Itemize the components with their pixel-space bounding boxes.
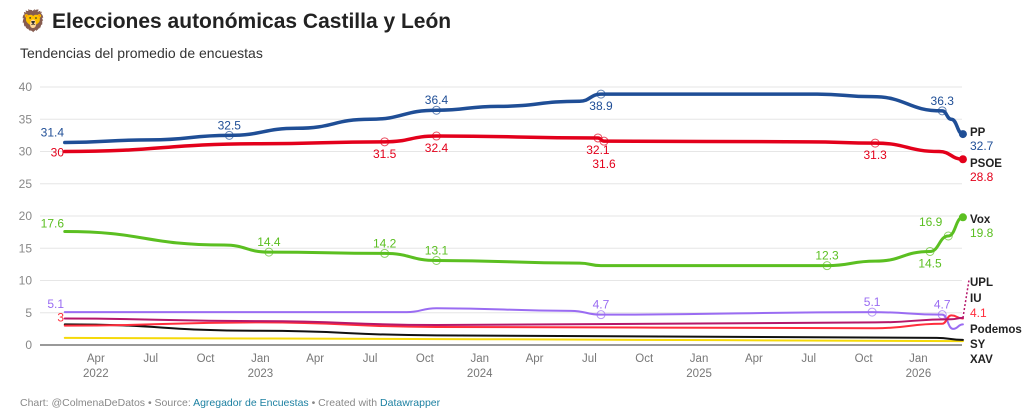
series-name-label: PSOE (970, 158, 1002, 170)
x-tick-year: 2022 (83, 368, 109, 380)
x-tick-year: 2024 (467, 368, 493, 380)
chart-title: 🦁 Elecciones autonómicas Castilla y León (20, 10, 452, 33)
series-line-xav (63, 336, 964, 343)
data-label: 32.1 (586, 143, 610, 157)
series-end-value: 28.8 (970, 170, 994, 184)
data-point-marker (596, 89, 606, 99)
series-end-value: 4.1 (970, 306, 987, 320)
x-tick-label: Apr (87, 353, 105, 365)
data-point-marker (870, 138, 880, 148)
data-point-marker (431, 256, 441, 266)
y-tick-label: 30 (19, 145, 33, 159)
x-tick-label: Jul (363, 353, 378, 365)
series-name-label: PP (970, 127, 986, 139)
x-tick-label: Jul (582, 353, 597, 365)
data-label: 17.6 (41, 216, 65, 230)
data-point-marker (264, 247, 274, 257)
series-end-dot (958, 155, 967, 164)
x-tick-label: Jan (690, 353, 709, 365)
y-tick-label: 0 (25, 338, 32, 352)
data-label: 32.5 (218, 118, 242, 132)
series-name-label: XAV (970, 354, 993, 366)
chart-subtitle: Tendencias del promedio de encuestas (20, 45, 263, 61)
series-end-dot (958, 213, 967, 222)
footer: Chart: @ColmenaDeDatos • Source: Agregad… (20, 397, 441, 409)
lion-icon: 🦁 (20, 10, 47, 33)
y-tick-label: 25 (19, 177, 33, 191)
y-tick-label: 15 (19, 241, 33, 255)
x-tick-year: 2023 (248, 368, 274, 380)
data-point-marker (925, 246, 935, 256)
data-point-marker (431, 105, 441, 115)
data-label: 16.9 (919, 215, 943, 229)
x-tick-label: Apr (745, 353, 763, 365)
series-line-upl (63, 316, 964, 327)
data-label: 30 (51, 146, 65, 160)
data-label: 3 (57, 311, 64, 325)
y-tick-label: 5 (25, 306, 32, 320)
series-name-label: IU (970, 293, 982, 305)
data-label: 14.2 (373, 236, 397, 250)
series-line-sy (63, 323, 964, 341)
data-label: 36.3 (931, 94, 955, 108)
data-point-marker (431, 131, 441, 141)
data-label: 12.3 (815, 249, 839, 263)
series-line-vox (63, 215, 965, 268)
data-label: 4.7 (934, 298, 951, 312)
series-name-label: Vox (970, 214, 991, 226)
data-label: 36.4 (425, 93, 449, 107)
data-label: 5.1 (864, 295, 881, 309)
data-label: 31.5 (373, 147, 397, 161)
series-end-value: 19.8 (970, 226, 994, 240)
series-dotted-end (962, 280, 970, 319)
series-line-pp (63, 92, 965, 145)
x-tick-year: 2025 (686, 368, 712, 380)
series-line-psoe (63, 134, 965, 161)
data-point-marker (224, 130, 234, 140)
data-label: 31.6 (592, 157, 616, 171)
y-tick-label: 10 (19, 274, 33, 288)
x-tick-label: Oct (197, 353, 216, 365)
series-name-label: SY (970, 339, 986, 351)
data-label: 5.1 (47, 297, 64, 311)
source-link[interactable]: Agregador de Encuestas (193, 397, 309, 409)
data-label: 13.1 (425, 244, 449, 258)
data-point-marker (380, 248, 390, 258)
x-tick-label: Apr (306, 353, 324, 365)
data-point-marker (596, 310, 606, 320)
data-label: 32.4 (425, 141, 449, 155)
series-end-value: 32.7 (970, 139, 994, 153)
series-name-label: Podemos (970, 324, 1022, 336)
x-tick-year: 2026 (906, 368, 932, 380)
x-tick-label: Oct (635, 353, 654, 365)
data-label: 14.4 (257, 235, 281, 249)
data-point-marker (822, 261, 832, 271)
data-label: 31.3 (863, 148, 887, 162)
data-point-marker (937, 106, 947, 116)
data-point-marker (380, 137, 390, 147)
datawrapper-link[interactable]: Datawrapper (380, 397, 441, 409)
x-tick-label: Jul (801, 353, 816, 365)
series-line-podemos (63, 307, 964, 330)
series-name-label: UPL (970, 277, 993, 289)
y-tick-label: 35 (19, 112, 33, 126)
data-point-marker (943, 231, 953, 241)
x-tick-label: Jul (143, 353, 158, 365)
data-label: 14.5 (918, 256, 942, 270)
data-label: 4.7 (593, 298, 610, 312)
x-tick-label: Oct (416, 353, 435, 365)
series-end-dot (958, 130, 967, 139)
x-tick-label: Jan (909, 353, 928, 365)
y-tick-label: 20 (19, 209, 33, 223)
x-tick-label: Oct (855, 353, 874, 365)
data-point-marker (599, 136, 609, 146)
x-tick-label: Jan (470, 353, 489, 365)
data-label: 38.9 (589, 99, 613, 113)
data-label: 31.4 (41, 125, 65, 139)
data-point-marker (867, 307, 877, 317)
x-tick-label: Apr (526, 353, 544, 365)
x-tick-label: Jan (251, 353, 270, 365)
y-tick-label: 40 (19, 80, 33, 94)
